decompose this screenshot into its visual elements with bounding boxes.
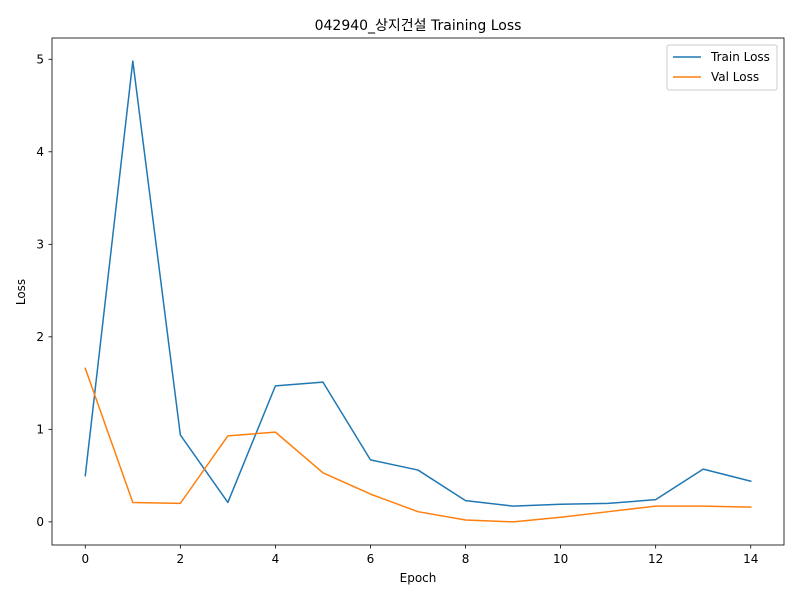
x-tick-label: 4 <box>272 552 280 566</box>
x-tick-label: 14 <box>743 552 758 566</box>
y-axis-label: Loss <box>14 279 28 305</box>
y-tick-label: 5 <box>36 52 44 66</box>
series-line-1 <box>84 367 752 523</box>
x-tick-label: 12 <box>648 552 663 566</box>
legend-label-0: Train Loss <box>710 50 770 64</box>
x-tick-label: 6 <box>367 552 375 566</box>
y-tick-label: 1 <box>36 422 44 436</box>
y-tick-label: 2 <box>36 330 44 344</box>
x-tick-label: 10 <box>553 552 568 566</box>
y-tick-label: 0 <box>36 515 44 529</box>
x-tick-label: 8 <box>462 552 470 566</box>
chart-legend: Train Loss Val Loss <box>666 44 778 91</box>
y-tick-label: 3 <box>36 237 44 251</box>
legend-label-1: Val Loss <box>711 70 759 84</box>
x-tick-label: 2 <box>177 552 185 566</box>
x-tick-label: 0 <box>81 552 89 566</box>
x-axis-label: Epoch <box>400 571 437 585</box>
series-line-0 <box>84 60 752 507</box>
y-tick-label: 4 <box>36 145 44 159</box>
chart-title: 042940_상지건설 Training Loss <box>315 18 522 34</box>
axes-frame <box>51 37 785 546</box>
